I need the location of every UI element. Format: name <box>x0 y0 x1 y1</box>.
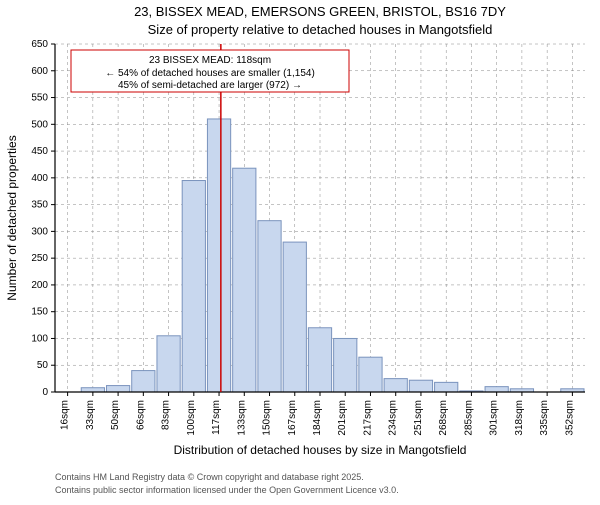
y-tick-label: 500 <box>31 119 48 130</box>
y-tick-label: 400 <box>31 173 48 184</box>
bar <box>157 336 180 392</box>
x-tick-label: 66sqm <box>135 400 146 430</box>
y-tick-label: 200 <box>31 280 48 291</box>
x-tick-label: 285sqm <box>463 400 474 436</box>
x-tick-label: 50sqm <box>110 400 121 430</box>
annotation-line-2: ← 54% of detached houses are smaller (1,… <box>105 68 315 79</box>
x-tick-label: 150sqm <box>262 400 273 436</box>
x-tick-label: 251sqm <box>413 400 424 436</box>
y-tick-label: 50 <box>37 360 49 371</box>
x-tick-label: 33sqm <box>85 400 96 430</box>
x-tick-label: 184sqm <box>312 400 323 436</box>
bar <box>384 379 407 392</box>
chart-title-2: Size of property relative to detached ho… <box>148 22 493 37</box>
bar <box>308 328 331 392</box>
y-tick-label: 600 <box>31 66 48 77</box>
bar <box>233 168 256 392</box>
x-tick-label: 217sqm <box>362 400 373 436</box>
bar <box>435 382 458 392</box>
bar <box>106 386 129 392</box>
bar <box>485 387 508 392</box>
annotation-line-3: 45% of semi-detached are larger (972) → <box>118 80 302 91</box>
y-tick-label: 0 <box>42 387 48 398</box>
y-tick-label: 150 <box>31 307 48 318</box>
bar <box>81 388 104 392</box>
chart-svg: 23, BISSEX MEAD, EMERSONS GREEN, BRISTOL… <box>0 0 600 500</box>
bar <box>409 380 432 392</box>
x-tick-label: 234sqm <box>388 400 399 436</box>
x-tick-label: 335sqm <box>539 400 550 436</box>
bar <box>132 371 155 392</box>
bar <box>359 357 382 392</box>
y-tick-label: 450 <box>31 146 48 157</box>
x-tick-label: 133sqm <box>236 400 247 436</box>
bar <box>258 221 281 392</box>
x-tick-label: 117sqm <box>211 400 222 435</box>
annotation-line-1: 23 BISSEX MEAD: 118sqm <box>149 55 271 66</box>
y-tick-label: 300 <box>31 226 48 237</box>
x-tick-label: 352sqm <box>564 400 575 436</box>
x-tick-label: 167sqm <box>287 400 298 436</box>
x-axis-label: Distribution of detached houses by size … <box>174 443 467 457</box>
x-tick-label: 301sqm <box>489 400 500 436</box>
y-tick-label: 550 <box>31 93 48 104</box>
x-tick-label: 16sqm <box>60 400 71 430</box>
y-axis-label: Number of detached properties <box>5 135 19 300</box>
y-tick-label: 250 <box>31 253 48 264</box>
x-tick-label: 100sqm <box>186 400 197 436</box>
histogram-chart: 23, BISSEX MEAD, EMERSONS GREEN, BRISTOL… <box>0 0 600 500</box>
y-tick-label: 100 <box>31 333 48 344</box>
footer-line-2: Contains public sector information licen… <box>55 485 399 495</box>
y-tick-label: 350 <box>31 200 48 211</box>
bar <box>182 181 205 392</box>
bar <box>334 338 357 392</box>
chart-title-1: 23, BISSEX MEAD, EMERSONS GREEN, BRISTOL… <box>134 4 506 19</box>
bar <box>283 242 306 392</box>
x-tick-label: 318sqm <box>514 400 525 436</box>
bar <box>207 119 230 392</box>
footer-line-1: Contains HM Land Registry data © Crown c… <box>55 472 364 482</box>
x-tick-label: 268sqm <box>438 400 449 436</box>
x-tick-label: 201sqm <box>337 400 348 436</box>
x-tick-label: 83sqm <box>161 400 172 430</box>
y-tick-label: 650 <box>31 39 48 50</box>
